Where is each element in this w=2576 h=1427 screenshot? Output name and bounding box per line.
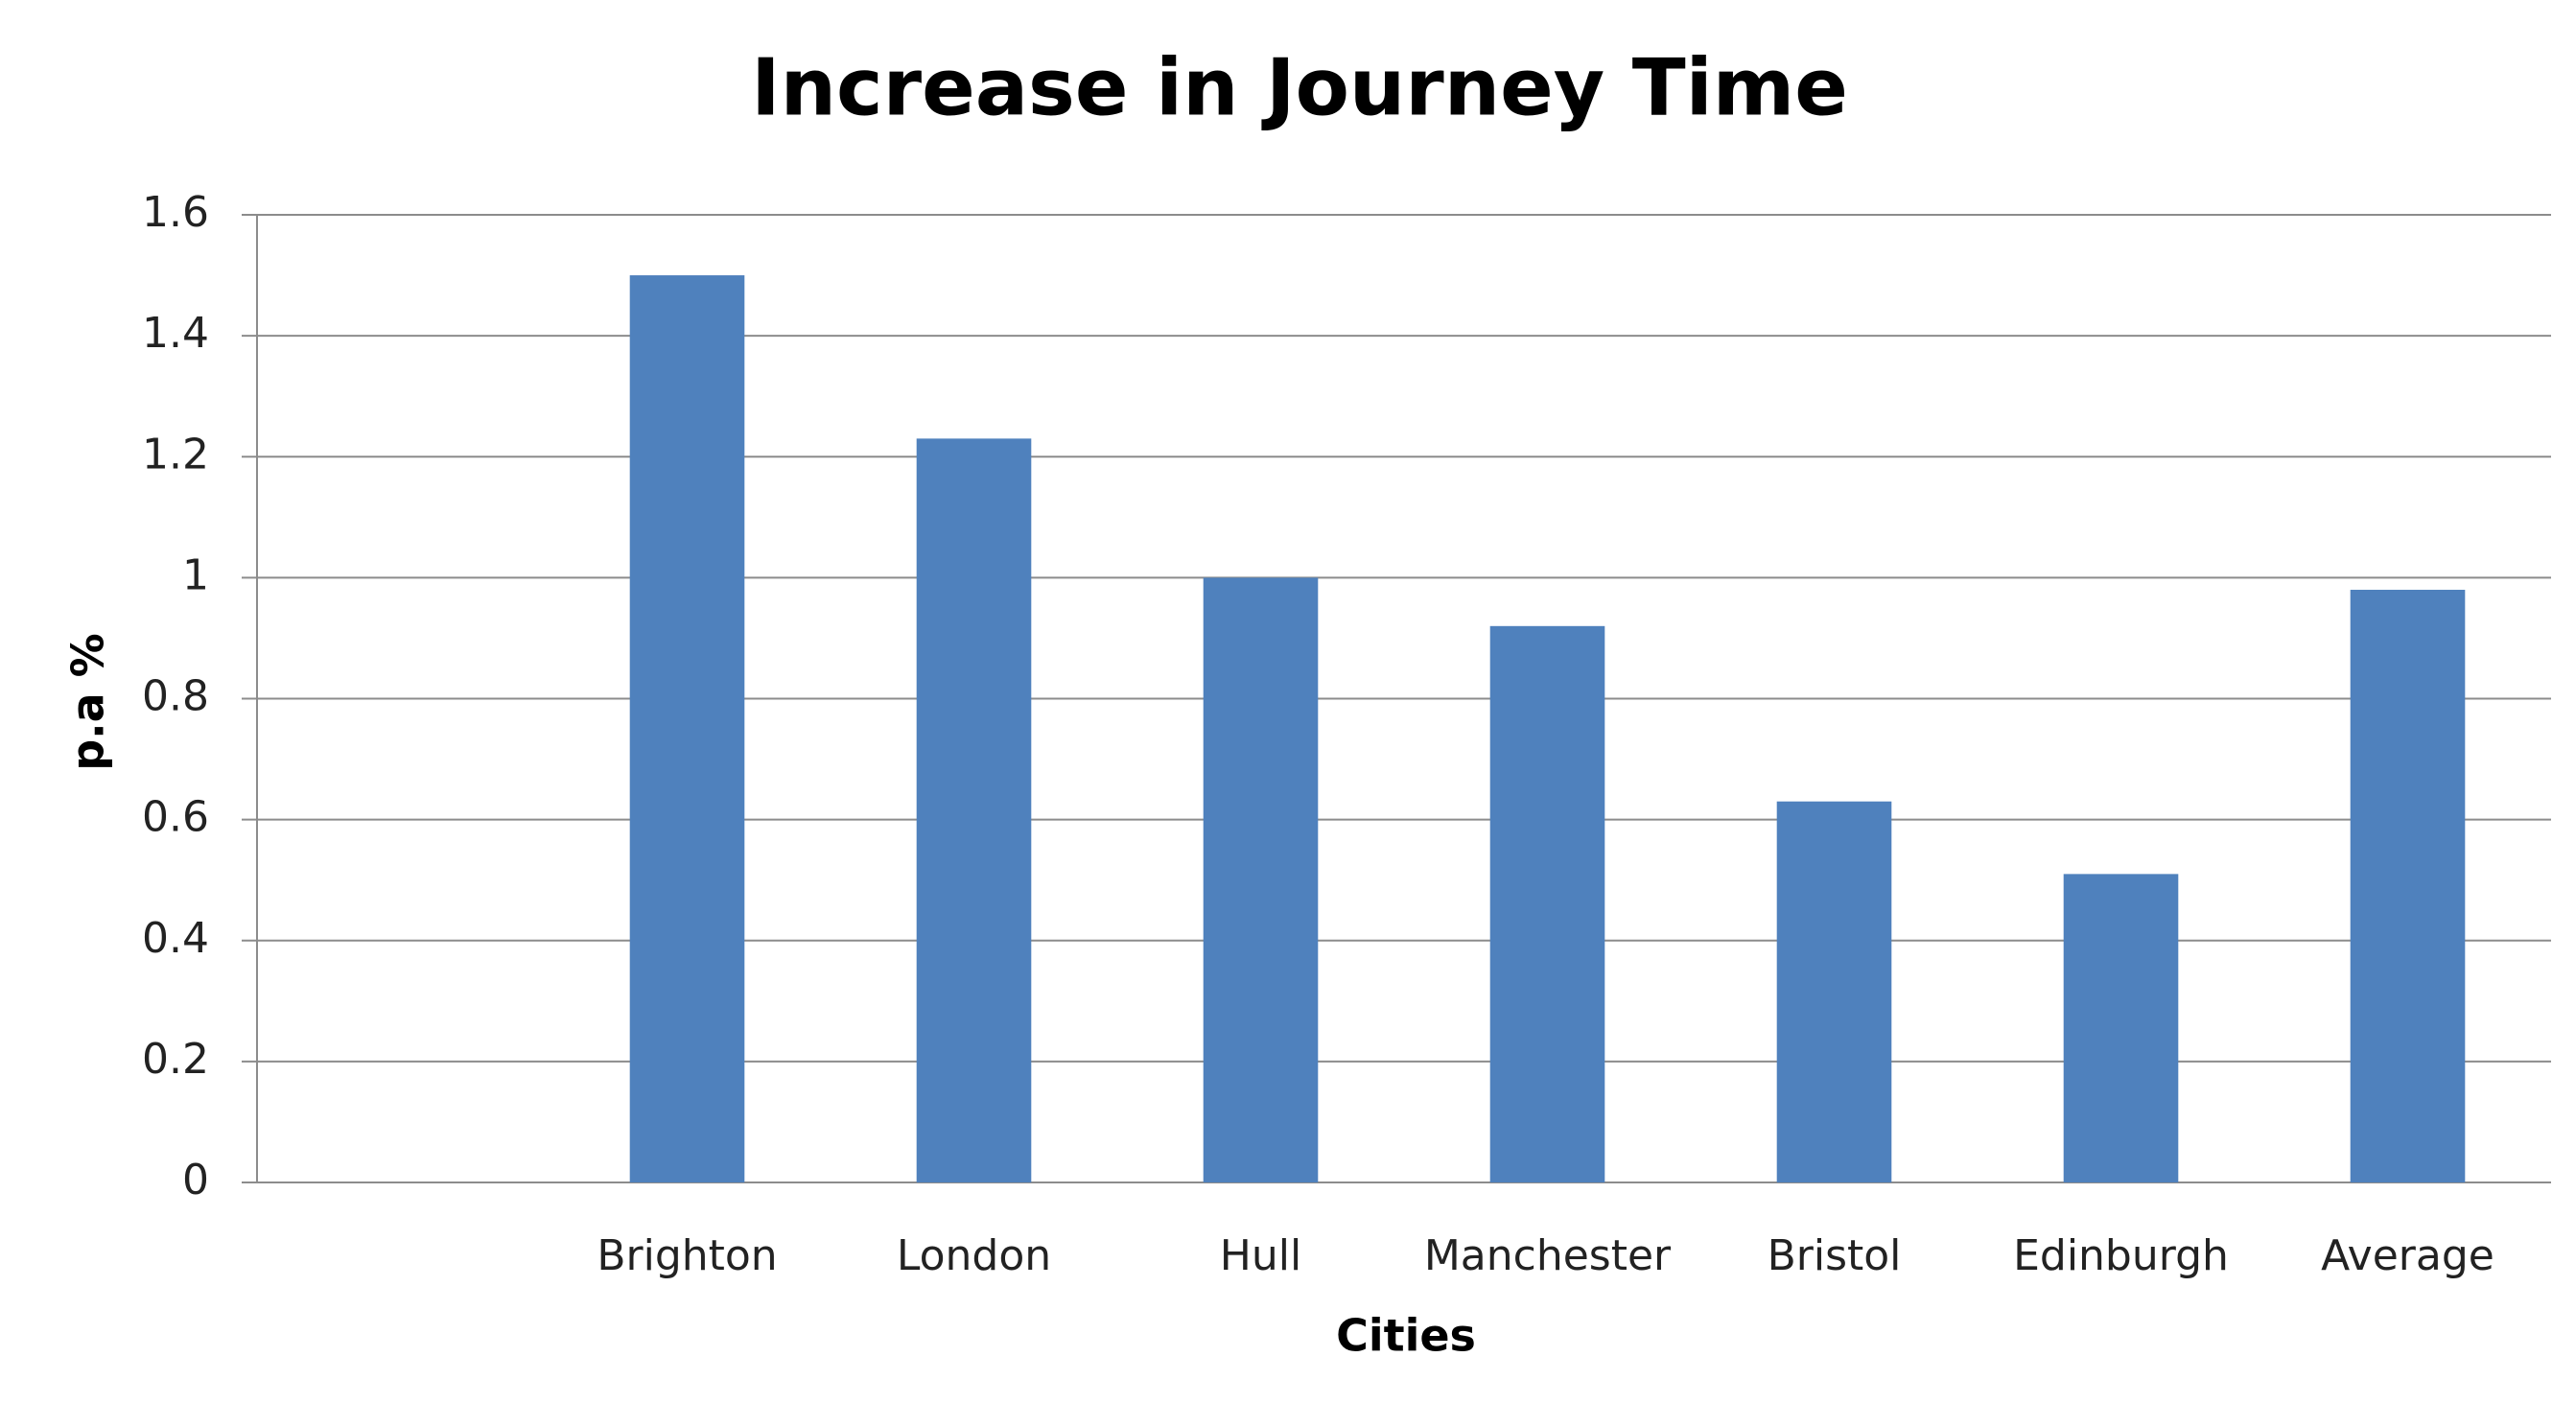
bar [2063, 874, 2179, 1182]
bar [916, 438, 1032, 1182]
y-tick-label: 1 [182, 550, 209, 599]
bar [629, 275, 745, 1182]
y-tick-label: 0.8 [142, 672, 209, 721]
x-tick-label: Brighton [597, 1231, 777, 1280]
y-tick-label: 1.2 [142, 430, 209, 479]
y-tick-label: 0 [182, 1156, 209, 1205]
bar [1203, 577, 1319, 1182]
y-tick-label: 0.4 [142, 914, 209, 963]
x-tick-label: Bristol [1768, 1231, 1902, 1280]
y-tick-label: 0.2 [142, 1035, 209, 1084]
x-tick-label: London [897, 1231, 1051, 1280]
y-tick-label: 0.6 [142, 793, 209, 842]
y-tick-label: 1.4 [142, 309, 209, 358]
chart-title: Increase in Journey Time [751, 42, 1848, 133]
y-tick-label: 1.6 [142, 188, 209, 237]
x-tick-label: Edinburgh [2013, 1231, 2229, 1280]
bar [2350, 589, 2466, 1182]
x-tick-label: Hull [1220, 1231, 1301, 1280]
x-tick-label: Average [2321, 1231, 2494, 1280]
x-tick-label: Manchester [1424, 1231, 1672, 1280]
bar [1489, 625, 1605, 1182]
y-axis-title: p.a % [62, 633, 114, 771]
x-axis-title: Cities [1336, 1310, 1476, 1362]
bar [1776, 801, 1892, 1182]
